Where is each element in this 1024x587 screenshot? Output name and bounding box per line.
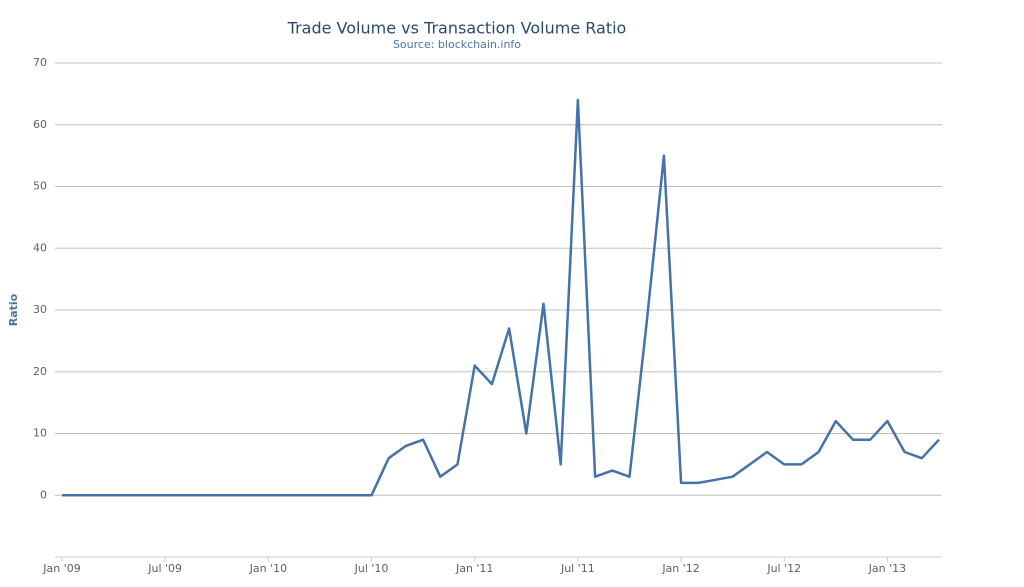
x-tick-label: Jul '09 <box>147 562 182 575</box>
y-tick-label: 20 <box>33 365 47 378</box>
y-tick-label: 30 <box>33 303 47 316</box>
x-tick-label: Jan '10 <box>249 562 287 575</box>
y-tick-label: 70 <box>33 56 47 69</box>
x-tick-label: Jul '12 <box>766 562 801 575</box>
x-tick-label: Jul '10 <box>354 562 389 575</box>
y-tick-label: 10 <box>33 427 47 440</box>
y-axis-title: Ratio <box>7 293 20 326</box>
x-tick-label: Jan '11 <box>455 562 493 575</box>
y-tick-label: 50 <box>33 180 47 193</box>
y-tick-label: 40 <box>33 241 47 254</box>
x-tick-label: Jan '12 <box>661 562 699 575</box>
data-line <box>62 98 940 497</box>
chart-title: Trade Volume vs Transaction Volume Ratio <box>287 19 627 38</box>
y-tick-label: 60 <box>33 118 47 131</box>
chart-subtitle: Source: blockchain.info <box>393 38 521 51</box>
x-tick-label: Jan '09 <box>42 562 80 575</box>
x-tick-label: Jul '11 <box>560 562 595 575</box>
y-tick-label: 0 <box>40 488 47 501</box>
x-tick-label: Jan '13 <box>868 562 906 575</box>
